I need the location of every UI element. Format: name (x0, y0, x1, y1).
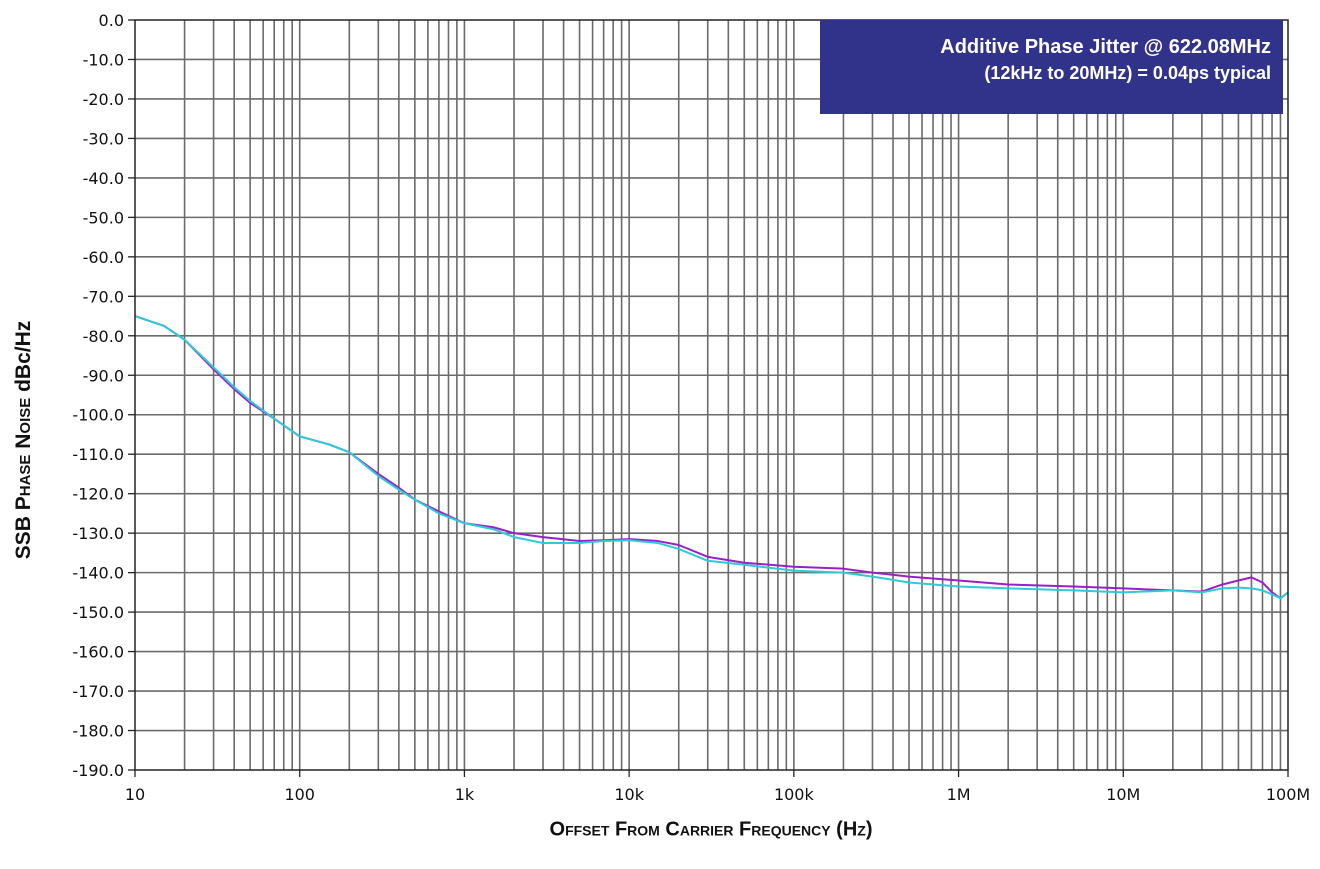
plot-frame (134, 19, 1289, 771)
y-tick-label: -10.0 (83, 50, 124, 69)
x-tick-label: 10k (614, 785, 644, 804)
y-tick-label: -130.0 (72, 524, 124, 543)
series-lines (134, 315, 1289, 600)
y-tick-label: -120.0 (72, 485, 124, 504)
y-tick-label: -140.0 (72, 564, 124, 583)
y-axis-label: SSB Phase Noise dBc/Hz (12, 321, 36, 560)
y-tick-label: -80.0 (83, 327, 124, 346)
y-tick-label: -100.0 (72, 406, 124, 425)
series-line-2 (134, 315, 1289, 600)
y-axis-ticks: 0.0 -10.0 -20.0 -30.0 -40.0 -50.0 -60.0 -70.0 -8… (72, 11, 135, 780)
x-axis-label: Offset From Carrier Frequency (Hz) (549, 818, 873, 841)
y-tick-label: -30.0 (83, 129, 124, 148)
y-tick-label: 0.0 (99, 11, 124, 30)
x-tick-label: 1k (455, 785, 475, 804)
y-tick-label: -150.0 (72, 603, 124, 622)
x-axis-ticks: 10 100 1k 10k 100k 1M 10M 100M (125, 770, 1310, 804)
y-tick-label: -110.0 (72, 445, 124, 464)
y-tick-label: -190.0 (72, 761, 124, 780)
x-tick-label: 1M (947, 785, 971, 804)
y-tick-label: -40.0 (83, 169, 124, 188)
y-tick-label: -180.0 (72, 722, 124, 741)
x-tick-label: 100k (774, 785, 815, 804)
jitter-annotation-box: Additive Phase Jitter @ 622.08MHz (12kHz… (820, 20, 1283, 114)
y-tick-label: -50.0 (83, 208, 124, 227)
y-tick-label: -90.0 (83, 366, 124, 385)
y-axis-label-unit: dBc/Hz (12, 320, 35, 392)
y-tick-label: -170.0 (72, 682, 124, 701)
x-tick-label: 100 (284, 785, 315, 804)
y-tick-label: -20.0 (83, 90, 124, 109)
x-tick-label: 10M (1106, 785, 1140, 804)
x-tick-label: 10 (125, 785, 145, 804)
y-axis-label-ssb: SSB (12, 516, 35, 560)
y-tick-label: -70.0 (83, 287, 124, 306)
x-tick-label: 100M (1266, 785, 1310, 804)
y-tick-label: -60.0 (83, 248, 124, 267)
y-axis-label-phase-noise: Phase Noise (12, 397, 35, 511)
annotation-line-2: (12kHz to 20MHz) = 0.04ps typical (984, 63, 1271, 83)
annotation-line-1: Additive Phase Jitter @ 622.08MHz (940, 36, 1271, 58)
y-tick-label: -160.0 (72, 643, 124, 662)
grid-lines (135, 20, 1288, 770)
